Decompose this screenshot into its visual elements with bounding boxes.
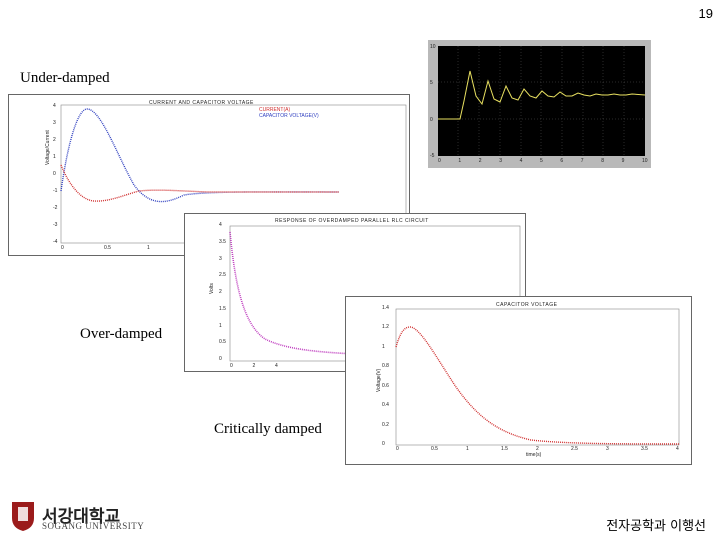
tick-label: 0 <box>219 356 222 362</box>
logo-english: SOGANG UNIVERSITY <box>42 521 145 531</box>
scope-window: 10 5 0 -5 0 1 2 3 4 5 6 7 8 9 10 <box>428 40 651 168</box>
tick-label: 2.5 <box>219 272 226 279</box>
tick-label: 3.5 <box>219 238 226 245</box>
tick-label: 1.4 <box>382 305 389 311</box>
plot1-legend-current: CURRENT(A) <box>259 107 291 113</box>
plot-critically-damped: CAPACITOR VOLTAGE Voltage(V) time(s) 1.4… <box>345 296 692 465</box>
tick-label: 2 <box>252 363 256 369</box>
tick-label: 0 <box>61 245 64 251</box>
plot2-series <box>229 231 356 355</box>
tick-label: 3 <box>606 446 609 452</box>
tick-label: 1 <box>219 322 222 329</box>
footer-author: 전자공학과 이행선 <box>606 519 706 534</box>
tick-label: 2 <box>478 158 482 164</box>
tick-label: 4 <box>519 158 523 164</box>
tick-label: 0 <box>230 363 233 369</box>
plot3-x-label: time(s) <box>526 452 542 458</box>
tick-label: 3.5 <box>641 446 648 452</box>
plot1-series-current <box>60 164 339 202</box>
plot1-title: CURRENT AND CAPACITOR VOLTAGE <box>149 100 254 106</box>
tick-label: 1 <box>147 245 150 251</box>
tick-label: 2 <box>536 446 539 452</box>
slide-number: 19 <box>698 6 713 21</box>
tick-label: 4 <box>275 363 278 369</box>
plot3-title: CAPACITOR VOLTAGE <box>496 302 558 308</box>
tick-label: 10 <box>430 44 436 50</box>
tick-label: 1.5 <box>501 446 508 452</box>
tick-label: 1 <box>458 158 462 164</box>
caption-over-damped: Over-damped <box>80 326 163 342</box>
tick-label: 0.4 <box>382 402 389 409</box>
tick-label: 2 <box>53 137 56 143</box>
tick-label: 7 <box>580 158 584 164</box>
tick-label: 9 <box>621 158 625 164</box>
university-emblem-icon <box>12 502 34 531</box>
tick-label: 0.5 <box>219 339 226 346</box>
tick-label: 3 <box>219 255 222 262</box>
tick-label: 2.5 <box>571 446 578 452</box>
scope-trace <box>438 70 646 120</box>
tick-label: 2 <box>219 289 222 295</box>
tick-label: 5 <box>540 158 543 164</box>
tick-label: -4 <box>53 239 58 245</box>
tick-label: 8 <box>601 158 604 164</box>
tick-label: -5 <box>430 153 435 159</box>
caption-critically-damped: Critically damped <box>214 421 322 437</box>
tick-label: 3 <box>499 158 502 164</box>
tick-label: 0 <box>396 446 399 452</box>
plot3-chart <box>395 308 680 446</box>
scope-chart <box>438 46 646 156</box>
tick-label: 1 <box>53 154 56 160</box>
plot1-series-voltage <box>60 108 340 203</box>
sogang-logo: 서강대학교 SOGANG UNIVERSITY <box>10 500 150 536</box>
tick-label: 5 <box>430 80 433 87</box>
tick-label: 0.6 <box>382 382 389 389</box>
tick-label: 0.2 <box>382 421 389 428</box>
tick-label: 0 <box>438 158 441 164</box>
tick-label: 6 <box>560 158 564 164</box>
tick-label: 1.5 <box>219 305 226 312</box>
tick-label: 4 <box>676 446 679 452</box>
tick-label: 0 <box>430 116 433 123</box>
tick-label: 4 <box>53 103 56 109</box>
tick-label: 0.8 <box>382 363 389 370</box>
caption-under-damped: Under-damped <box>20 70 110 86</box>
tick-label: -1 <box>53 188 58 194</box>
tick-label: 1 <box>466 446 469 452</box>
tick-label: 4 <box>219 222 222 228</box>
tick-label: 1.2 <box>382 324 389 331</box>
plot3-series <box>395 326 680 445</box>
tick-label: 10 <box>642 158 648 164</box>
plot2-title: RESPONSE OF OVERDAMPED PARALLEL RLC CIRC… <box>275 218 429 224</box>
scope-plot-area <box>438 46 646 156</box>
tick-label: 3 <box>53 120 56 126</box>
logo-korean: 서강대학교 <box>42 507 121 527</box>
tick-label: 0.5 <box>431 446 438 452</box>
tick-label: 0 <box>53 171 56 177</box>
tick-label: 0.5 <box>104 245 111 251</box>
plot1-legend-voltage: CAPACITOR VOLTAGE(V) <box>259 113 319 119</box>
tick-label: 1 <box>382 343 385 350</box>
tick-label: -2 <box>53 205 58 211</box>
tick-label: -3 <box>53 222 58 228</box>
tick-label: 0 <box>382 441 385 447</box>
